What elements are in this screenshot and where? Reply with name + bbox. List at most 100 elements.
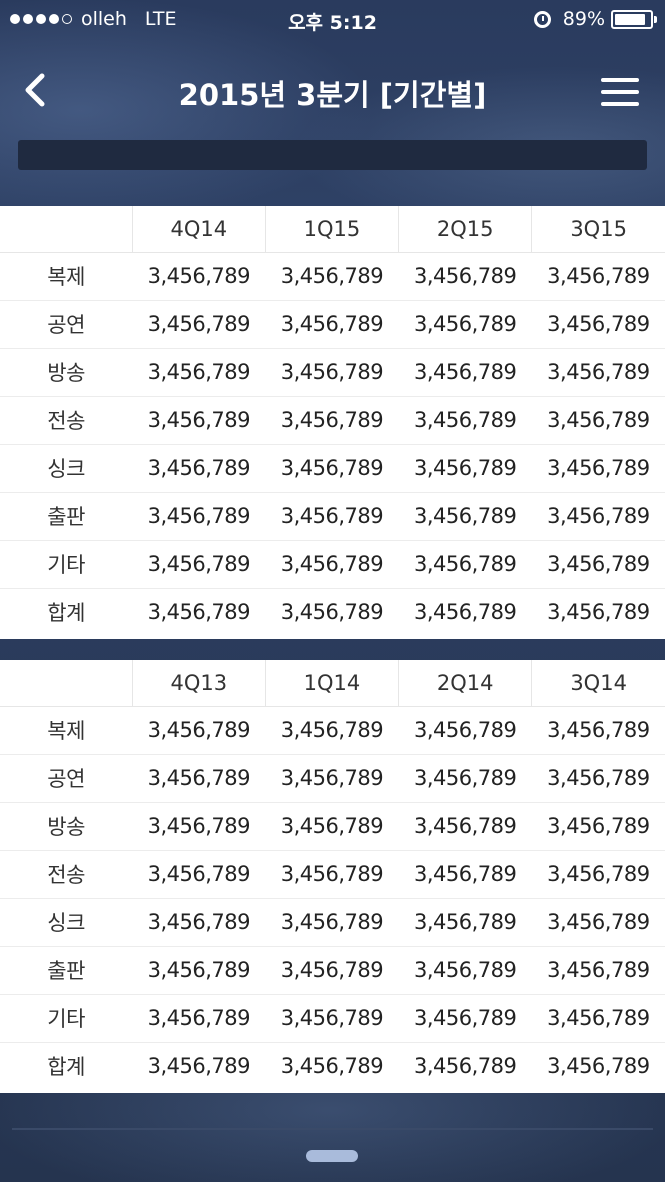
value-cell: 3,456,789 [531,946,665,995]
table-previous-period: 4Q13 1Q14 2Q14 3Q14 복제 3,456,789 3,456,789… [0,660,665,1093]
row-label: 공연 [0,754,133,803]
column-header: 1Q15 [264,206,399,253]
table-row: 복제 3,456,789 3,456,789 3,456,789 3,456,789 [0,706,665,755]
value-cell: 3,456,789 [132,994,266,1043]
value-cell: 3,456,789 [398,300,532,349]
table-row: 복제 3,456,789 3,456,789 3,456,789 3,456,789 [0,252,665,301]
value-cell: 3,456,789 [265,396,399,445]
value-cell: 3,456,789 [398,946,532,995]
value-cell: 3,456,789 [265,754,399,803]
row-label: 전송 [0,850,133,899]
signal-dots-icon [10,14,75,24]
value-cell: 3,456,789 [132,444,266,493]
value-cell: 3,456,789 [132,540,266,589]
row-label: 싱크 [0,898,133,947]
value-cell: 3,456,789 [132,802,266,851]
table-row: 합계 3,456,789 3,456,789 3,456,789 3,456,789 [0,1042,665,1090]
filter-bar[interactable] [18,140,647,170]
table-row: 방송 3,456,789 3,456,789 3,456,789 3,456,789 [0,348,665,397]
value-cell: 3,456,789 [413,1054,517,1079]
table-row: 공연 3,456,789 3,456,789 3,456,789 3,456,789 [0,300,665,349]
value-cell: 3,456,789 [265,850,399,899]
table-row: 싱크 3,456,789 3,456,789 3,456,789 3,456,789 [0,898,665,947]
value-cell: 3,456,789 [398,850,532,899]
battery-level-fill [615,13,646,25]
value-cell: 3,456,789 [265,898,399,947]
table-current-period: 4Q14 1Q15 2Q15 3Q15 복제 3,456,789 3,456,789… [0,206,665,639]
value-cell: 3,456,789 [265,540,399,589]
row-label: 공연 [0,300,133,349]
value-cell: 3,456,789 [132,348,266,397]
value-cell: 3,456,789 [413,600,517,625]
menu-button[interactable] [601,78,639,106]
row-label: 출판 [0,946,133,995]
footer-divider [12,1128,653,1130]
value-cell: 3,456,789 [265,300,399,349]
value-cell: 3,456,789 [147,1054,251,1079]
column-header: 2Q15 [398,206,532,253]
value-cell: 3,456,789 [132,850,266,899]
page-handle[interactable] [306,1150,358,1162]
carrier-name: olleh [81,8,127,30]
value-cell: 3,456,789 [398,706,532,755]
status-time: 오후 5:12 [288,12,377,34]
table-row: 기타 3,456,789 3,456,789 3,456,789 3,456,789 [0,994,665,1043]
value-cell: 3,456,789 [265,444,399,493]
value-cell: 3,456,789 [531,300,665,349]
status-bar: olleh LTE 오후 5:12 89% [0,0,665,38]
value-cell: 3,456,789 [280,1054,384,1079]
row-label: 기타 [0,540,133,589]
value-cell: 3,456,789 [132,396,266,445]
battery-percent: 89% [562,8,605,30]
value-cell: 3,456,789 [398,252,532,301]
value-cell: 3,456,789 [265,802,399,851]
table-row: 합계 3,456,789 3,456,789 3,456,789 3,456,789 [0,588,665,636]
alarm-clock-icon [533,10,551,28]
network-type: LTE [144,8,177,30]
table-corner-cell [0,660,133,707]
value-cell: 3,456,789 [265,994,399,1043]
table-row: 출판 3,456,789 3,456,789 3,456,789 3,456,789 [0,946,665,995]
column-header: 1Q14 [264,660,399,707]
page-title: 2015년 3분기 [기간별] [178,78,487,112]
table-row: 방송 3,456,789 3,456,789 3,456,789 3,456,789 [0,802,665,851]
value-cell: 3,456,789 [265,706,399,755]
table-header-row: 4Q14 1Q15 2Q15 3Q15 [0,206,665,253]
value-cell: 3,456,789 [531,850,665,899]
value-cell: 3,456,789 [132,946,266,995]
data-table: 4Q13 1Q14 2Q14 3Q14 복제 3,456,789 3,456,789… [0,660,665,1090]
status-right: 89% [533,8,657,30]
value-cell: 3,456,789 [398,898,532,947]
row-label: 방송 [0,348,133,397]
value-cell: 3,456,789 [132,754,266,803]
battery-icon [611,9,657,29]
column-header: 3Q14 [531,660,665,707]
row-label: 전송 [0,396,133,445]
row-label: 출판 [0,492,133,541]
table-row: 공연 3,456,789 3,456,789 3,456,789 3,456,789 [0,754,665,803]
value-cell: 3,456,789 [531,754,665,803]
row-label: 싱크 [0,444,133,493]
chevron-left-icon [25,73,45,107]
back-button[interactable] [14,66,58,114]
value-cell: 3,456,789 [531,444,665,493]
value-cell: 3,456,789 [531,396,665,445]
value-cell: 3,456,789 [547,1054,650,1079]
value-cell: 3,456,789 [132,300,266,349]
row-label: 복제 [0,252,133,301]
table-row: 전송 3,456,789 3,456,789 3,456,789 3,456,789 [0,396,665,445]
value-cell: 3,456,789 [265,492,399,541]
row-label: 합계 [47,601,85,626]
value-cell: 3,456,789 [531,706,665,755]
value-cell: 3,456,789 [398,492,532,541]
value-cell: 3,456,789 [531,252,665,301]
row-label: 복제 [0,706,133,755]
value-cell: 3,456,789 [547,600,650,625]
value-cell: 3,456,789 [132,898,266,947]
value-cell: 3,456,789 [531,802,665,851]
table-row: 전송 3,456,789 3,456,789 3,456,789 3,456,789 [0,850,665,899]
navigation-bar: 2015년 3분기 [기간별] [0,48,665,132]
value-cell: 3,456,789 [147,600,251,625]
hamburger-menu-icon [601,78,639,106]
value-cell: 3,456,789 [265,252,399,301]
